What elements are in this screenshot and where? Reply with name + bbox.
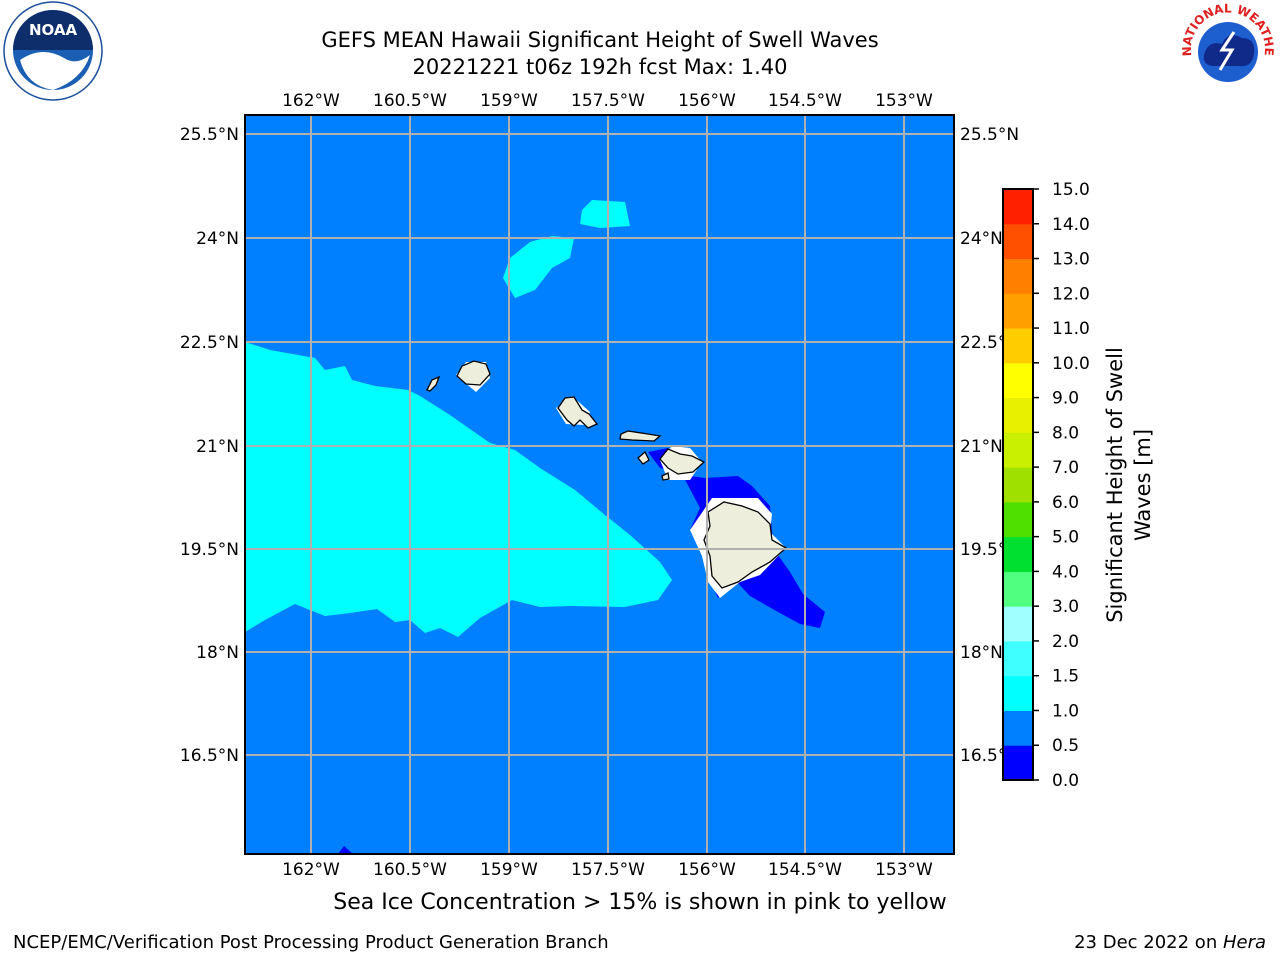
island-maui [659,448,706,475]
lon-labels-top: 162°W 160.5°W 159°W 157.5°W 156°W 154.5°… [282,91,933,111]
colorbar-tick-label: 15.0 [1052,180,1090,200]
sea-ice-note: Sea Ice Concentration > 15% is shown in … [333,890,947,915]
lat-label: 21°N [960,437,1003,457]
footer-credit: NCEP/EMC/Verification Post Processing Pr… [13,932,609,953]
colorbar-tick-label: 10.0 [1052,354,1090,374]
colorbar-swatch [1003,258,1033,294]
colorbar-swatch [1003,501,1033,538]
hawaii-islands [426,360,788,589]
lon-label: 156°W [678,860,736,880]
island-oahu [557,396,599,429]
colorbar-swatch [1003,467,1033,503]
lon-label: 157.5°W [571,91,645,111]
colorbar-label-units: Waves [m] [1131,429,1155,541]
lon-labels-bottom: 162°W 160.5°W 159°W 157.5°W 156°W 154.5°… [282,860,933,880]
island-lanai [637,450,650,465]
colorbar: 0.0 0.5 1.0 1.5 2.0 3.0 4.0 5.0 6.0 7.0 8.0 9.0 10.0… [1002,180,1090,791]
footer-date-text: 23 Dec 2022 on [1074,932,1223,953]
lon-label: 157.5°W [571,860,645,880]
colorbar-tick-label: 9.0 [1052,389,1079,409]
lon-label: 156°W [678,91,736,111]
colorbar-swatch [1003,328,1033,364]
lon-label: 162°W [282,91,340,111]
colorbar-tick-label: 5.0 [1052,528,1079,548]
colorbar-tick-label: 1.0 [1052,701,1079,721]
lon-label: 159°W [480,860,538,880]
lat-label: 24°N [196,229,239,249]
colorbar-tick-label: 0.5 [1052,736,1079,756]
lon-label: 154.5°W [768,860,842,880]
colorbar-tick-label: 8.0 [1052,423,1079,443]
lon-label: 153°W [875,91,933,111]
colorbar-swatch [1003,675,1033,711]
colorbar-tick-label: 7.0 [1052,458,1079,478]
colorbar-swatch [1003,745,1033,781]
lon-label: 153°W [875,860,933,880]
lon-label: 154.5°W [768,91,842,111]
colorbar-swatch [1003,640,1033,677]
island-molokai [619,430,662,442]
map-subtitle: 20221221 t06z 192h fcst Max: 1.40 [412,55,788,79]
colorbar-tick-label: 6.0 [1052,493,1079,513]
lat-label: 21°N [196,437,239,457]
map-graticule [245,115,954,854]
island-kahoolawe [661,472,670,481]
colorbar-swatch [1003,362,1033,399]
footer-host: Hera [1222,932,1266,953]
colorbar-tick-label: 1.5 [1052,667,1079,687]
lat-label: 25.5°N [180,125,239,145]
lat-label: 18°N [960,643,1003,663]
footer-date: 23 Dec 2022 on Hera [1074,932,1266,953]
colorbar-tick-label: 14.0 [1052,215,1090,235]
lat-labels-left: 25.5°N 24°N 22.5°N 21°N 19.5°N 18°N 16.5… [180,125,239,766]
swell-region-high [245,342,672,637]
colorbar-tick-label: 4.0 [1052,562,1079,582]
lon-label: 162°W [282,860,340,880]
map-title: GEFS MEAN Hawaii Significant Height of S… [321,28,879,52]
lat-label: 24°N [960,229,1003,249]
colorbar-swatch [1003,397,1033,433]
lon-label: 159°W [480,91,538,111]
colorbar-swatch [1003,223,1033,260]
lon-label: 160.5°W [373,860,447,880]
colorbar-swatch [1003,571,1033,607]
swell-region-high [580,200,630,228]
colorbar-swatch [1003,606,1033,642]
colorbar-swatch [1003,432,1033,468]
colorbar-swatch [1003,189,1033,225]
lat-label: 18°N [196,643,239,663]
colorbar-tick-label: 2.0 [1052,632,1079,652]
lon-label: 160.5°W [373,91,447,111]
swell-region-high [503,236,574,298]
lat-label: 22.5°N [180,333,239,353]
nws-logo: NATIONAL WEATHER SERVICE [1178,0,1276,98]
island-kauai [456,360,491,386]
lat-label: 16.5°N [180,746,239,766]
colorbar-tick-label: 3.0 [1052,597,1079,617]
noaa-logo-text: NOAA [29,21,78,39]
colorbar-swatch [1003,293,1033,329]
colorbar-frame [1002,188,1034,781]
colorbar-tick-label: 13.0 [1052,250,1090,270]
colorbar-swatch [1003,710,1033,746]
colorbar-tick-label: 11.0 [1052,319,1090,339]
swell-region-low [338,846,353,854]
colorbar-label: Significant Height of Swell [1103,347,1127,623]
map-frame [244,114,955,855]
colorbar-tick-label: 0.0 [1052,771,1079,791]
lat-label: 19.5°N [180,540,239,560]
noaa-logo: NOAA [3,1,103,101]
lat-label: 25.5°N [960,125,1019,145]
island-niihau [426,375,441,392]
colorbar-tick-label: 12.0 [1052,284,1090,304]
colorbar-swatch [1003,536,1033,572]
